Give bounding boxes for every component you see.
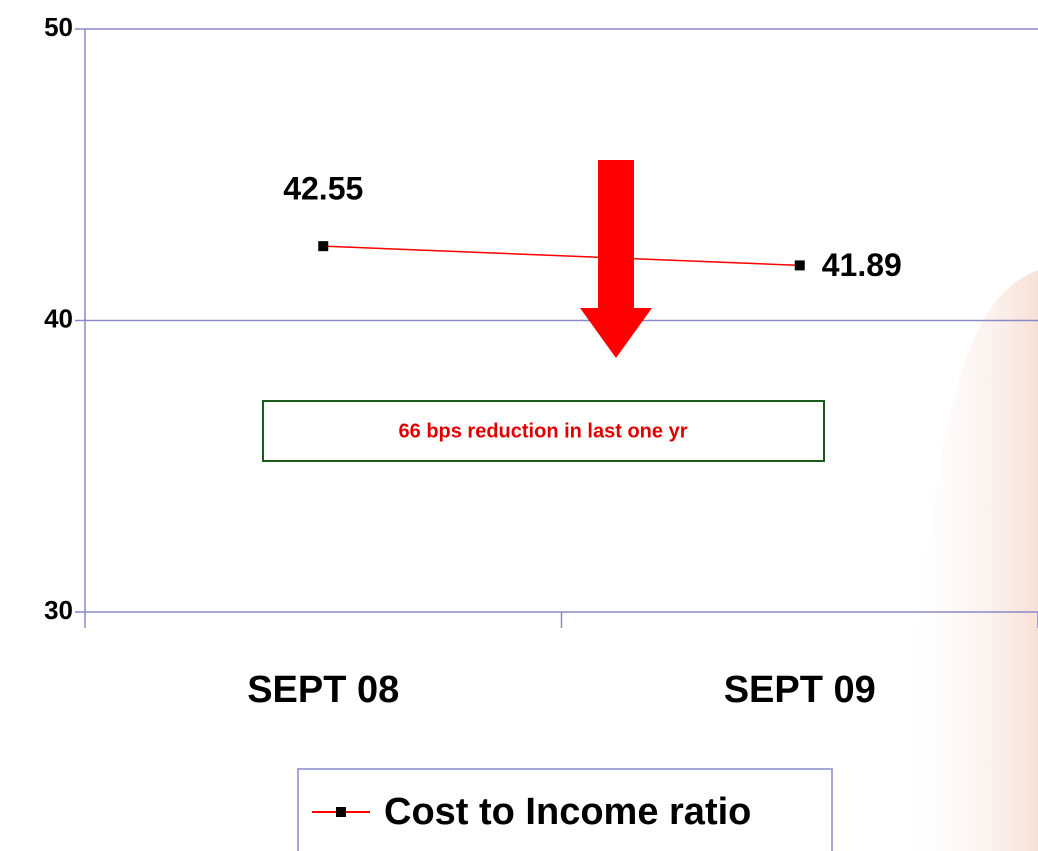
y-tick-label: 40 bbox=[44, 303, 73, 333]
point-marker bbox=[794, 260, 805, 271]
legend-marker bbox=[336, 807, 346, 817]
y-tick-label: 50 bbox=[44, 12, 73, 42]
data-label: 42.55 bbox=[283, 171, 363, 207]
annotation-box bbox=[262, 400, 825, 462]
background-shape bbox=[900, 270, 1038, 851]
x-tick-label: SEPT 08 bbox=[247, 669, 399, 711]
series-line bbox=[323, 245, 800, 267]
down-arrow bbox=[580, 160, 652, 358]
plot-area: 30 40 50 bbox=[44, 12, 1038, 628]
annotation-text: 66 bps reduction in last one yr bbox=[399, 420, 688, 442]
x-tick-label: SEPT 09 bbox=[724, 669, 876, 711]
data-label: 41.89 bbox=[822, 247, 902, 283]
point-marker bbox=[318, 241, 329, 252]
legend-box bbox=[297, 768, 833, 851]
legend-label: Cost to Income ratio bbox=[384, 791, 751, 833]
y-tick-label: 30 bbox=[44, 595, 73, 625]
